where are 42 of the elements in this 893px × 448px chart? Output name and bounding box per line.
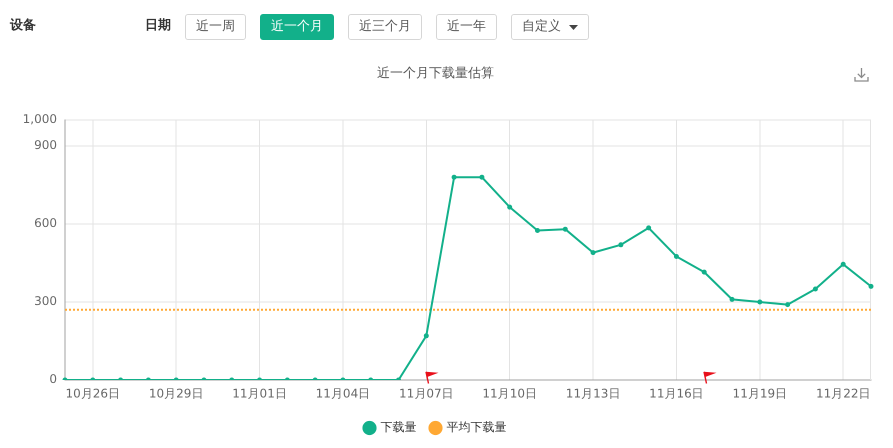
text: 近一年: [447, 18, 486, 36]
text: 设备: [10, 18, 36, 34]
x-tick-label: 10月29日: [148, 386, 204, 400]
legend-label: 平均下载量: [446, 420, 506, 434]
point: [479, 174, 484, 180]
y-tick-label: 0: [49, 372, 57, 386]
chart-title: 近一个月下载量估算: [377, 66, 494, 82]
x-tick-label: 11月04日: [316, 386, 370, 400]
text: 近三个月: [359, 18, 411, 36]
x-tick-label: 11月13日: [566, 386, 620, 400]
text: 日期: [145, 18, 171, 34]
point: [452, 174, 457, 180]
point: [702, 270, 707, 275]
x-tick-label: 11月16日: [649, 386, 704, 400]
text: 近一个月: [271, 18, 323, 36]
y-tick-label: 600: [34, 216, 57, 230]
point: [424, 333, 429, 338]
text: 近一周: [196, 18, 235, 36]
text: 自定义: [522, 18, 561, 36]
point: [618, 242, 624, 248]
point: [785, 302, 790, 308]
x-tick-label: 11月10日: [482, 386, 537, 400]
x-tick-label: 11月01日: [232, 386, 287, 400]
point: [562, 226, 568, 232]
point: [534, 228, 540, 233]
point: [812, 286, 818, 292]
y-tick-label: 1,000: [22, 112, 57, 126]
point: [674, 254, 679, 259]
point: [507, 204, 512, 210]
x-tick-label: 11月22日: [816, 386, 870, 400]
x-tick-label: 11月07日: [399, 386, 454, 400]
point: [590, 250, 596, 256]
legend-label: 下载量: [380, 420, 416, 434]
point: [730, 296, 735, 302]
x-tick-label: 10月26日: [66, 386, 120, 400]
y-tick-label: 900: [34, 138, 57, 152]
point: [757, 300, 762, 304]
point: [868, 284, 874, 289]
x-tick-label: 11月19日: [732, 386, 788, 400]
y-tick-label: 300: [34, 294, 57, 308]
point: [840, 262, 846, 267]
point: [646, 225, 652, 230]
